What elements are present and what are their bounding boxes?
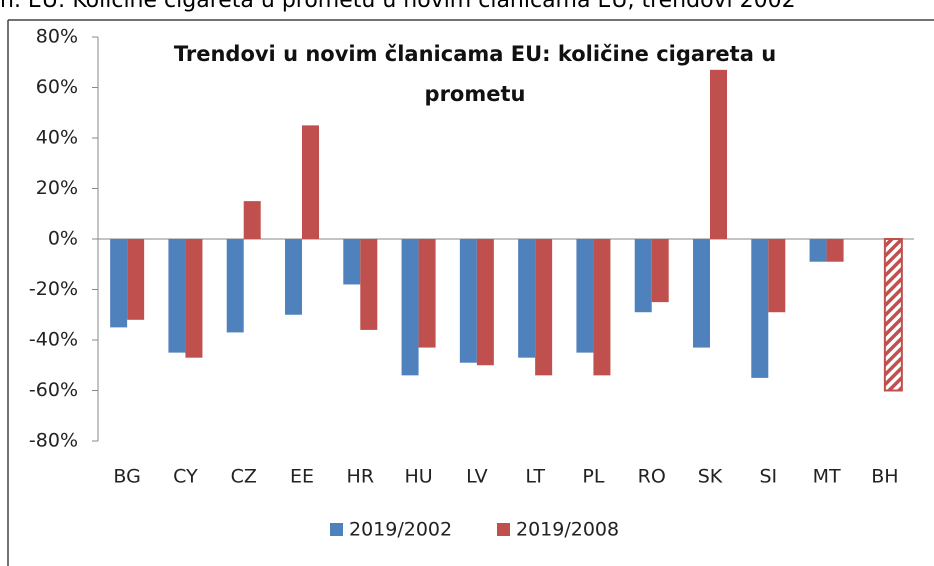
x-tick-label: HU xyxy=(404,466,432,488)
bar xyxy=(518,239,536,358)
bar xyxy=(576,239,594,353)
bar xyxy=(243,201,261,239)
x-tick-label: MT xyxy=(813,466,841,488)
legend-label: 2019/2002 xyxy=(349,519,452,541)
legend-label: 2019/2008 xyxy=(516,519,619,541)
bar xyxy=(285,239,302,315)
y-tick-label: -40% xyxy=(29,329,78,351)
bar xyxy=(302,125,319,239)
caption: n. EU: Količine cigareta u prometu u nov… xyxy=(0,0,796,13)
x-tick-label: RO xyxy=(638,466,666,488)
bar xyxy=(476,239,494,366)
bar xyxy=(535,239,553,376)
bar xyxy=(226,239,244,333)
bar xyxy=(401,239,419,376)
bar xyxy=(809,239,827,262)
bar xyxy=(168,239,186,353)
bar xyxy=(710,69,727,239)
x-tick-label: LT xyxy=(525,466,545,488)
x-tick-label: HR xyxy=(347,466,375,488)
chart-title: Trendovi u novim članicama EU: količine … xyxy=(173,42,777,106)
legend-swatch xyxy=(330,523,343,536)
x-tick-label: BG xyxy=(113,466,140,488)
x-tick-label: SK xyxy=(698,466,723,488)
bar xyxy=(593,239,611,376)
bar xyxy=(360,239,378,330)
x-tick-label: PL xyxy=(582,466,604,488)
y-tick-label: 20% xyxy=(36,177,78,199)
y-tick-label: 60% xyxy=(36,76,78,98)
bar xyxy=(693,239,710,348)
legend-swatch xyxy=(497,523,510,536)
y-tick-label: -20% xyxy=(29,278,78,300)
bar xyxy=(343,239,361,285)
y-tick-label: -80% xyxy=(29,430,78,452)
bar xyxy=(651,239,669,303)
y-tick-label: 40% xyxy=(36,127,78,149)
bar xyxy=(826,239,844,262)
bar xyxy=(883,238,903,392)
bar xyxy=(127,239,145,320)
x-tick-label: BH xyxy=(871,466,898,488)
bar xyxy=(185,239,203,358)
y-tick-label: 80% xyxy=(36,26,78,48)
bar xyxy=(459,239,477,363)
x-tick-label: EE xyxy=(290,466,314,488)
bar xyxy=(768,239,786,313)
bar xyxy=(418,239,436,348)
bar xyxy=(751,239,769,378)
y-tick-label: -60% xyxy=(29,379,78,401)
bar xyxy=(634,239,652,313)
x-tick-label: CZ xyxy=(231,466,257,488)
x-tick-label: SI xyxy=(759,466,777,488)
x-tick-label: LV xyxy=(466,466,488,488)
bar xyxy=(110,239,128,328)
x-tick-label: CY xyxy=(173,466,198,488)
y-tick-label: 0% xyxy=(48,228,78,250)
